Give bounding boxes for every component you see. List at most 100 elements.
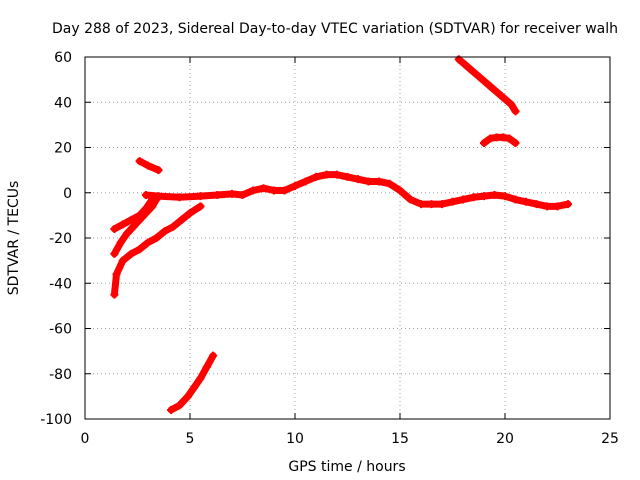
series-arc-main: [141, 170, 572, 211]
y-tick-label: -80: [49, 367, 72, 383]
data-point: [112, 270, 121, 279]
y-ticks: -100 -80 -60 -40 -20 0 20 40 60: [40, 50, 610, 428]
data-point: [511, 195, 520, 204]
data-point: [553, 202, 562, 211]
data-point: [160, 227, 169, 236]
data-point: [312, 172, 320, 181]
data-point: [152, 234, 161, 242]
series-arc-g: [480, 133, 520, 147]
x-tick-label: 5: [186, 431, 195, 447]
x-tick-label: 0: [81, 431, 90, 447]
data-point: [135, 157, 144, 166]
data-point: [498, 133, 507, 142]
chart-title: Day 288 of 2023, Sidereal Day-to-day VTE…: [52, 21, 618, 37]
y-tick-label: -20: [49, 231, 72, 247]
data-point: [118, 256, 127, 265]
data-point: [175, 401, 184, 410]
data-point: [511, 107, 520, 116]
data-point: [196, 202, 205, 211]
x-tick-label: 20: [496, 431, 514, 447]
data-point: [127, 249, 136, 258]
data-point: [480, 192, 488, 201]
data-point: [123, 229, 131, 238]
data-point: [144, 161, 152, 170]
data-point: [375, 177, 383, 186]
y-axis-label: SDTVAR / TECUs: [6, 181, 22, 296]
data-point: [354, 175, 362, 184]
data-point: [169, 222, 178, 231]
data-point: [186, 209, 194, 218]
data-point: [417, 200, 425, 209]
data-point: [175, 193, 184, 202]
data-point: [385, 179, 394, 188]
data-point: [270, 186, 278, 195]
series-trace: [110, 196, 160, 258]
y-tick-label: -40: [49, 276, 72, 292]
data-point: [543, 202, 551, 211]
series-trace: [110, 202, 204, 299]
x-tick-label: 15: [391, 431, 409, 447]
plot-frame: [84, 56, 611, 420]
data-point: [238, 191, 247, 200]
x-tick-label: 25: [601, 431, 619, 447]
data-point: [110, 249, 119, 258]
data-point: [177, 215, 186, 224]
y-tick-label: 40: [54, 95, 72, 111]
y-tick-label: 60: [54, 50, 72, 66]
data-point: [135, 245, 144, 254]
data-point: [490, 191, 499, 200]
y-tick-label: 0: [63, 186, 72, 202]
data-point: [190, 383, 199, 392]
data-point: [148, 202, 157, 211]
x-ticks: 0 5 10 15 20 25: [81, 57, 619, 447]
data-point: [110, 290, 119, 299]
data-point: [196, 374, 205, 383]
data-point: [259, 184, 268, 193]
data-point: [486, 134, 495, 143]
series-arc-b: [110, 195, 161, 258]
data-point: [322, 170, 331, 179]
data-point: [118, 220, 127, 229]
data-point: [183, 392, 192, 401]
x-tick-label: 10: [286, 431, 304, 447]
data-point: [141, 209, 150, 218]
y-tick-label: 20: [54, 141, 72, 157]
data-point: [291, 181, 299, 190]
series-arc-d: [135, 157, 163, 175]
data-point: [116, 238, 125, 247]
data-point: [475, 73, 484, 82]
data-point: [127, 215, 136, 224]
data-point: [144, 238, 152, 247]
data-point: [505, 134, 514, 143]
data-point: [110, 224, 119, 233]
data-point: [465, 64, 474, 73]
data-point: [480, 138, 488, 147]
data-point: [141, 191, 150, 200]
data-point: [364, 177, 373, 186]
data-point: [301, 177, 310, 186]
data-point: [511, 138, 520, 147]
data-point: [496, 91, 505, 100]
y-tick-label: -60: [49, 322, 72, 338]
data-point: [522, 197, 530, 206]
data-point: [507, 100, 516, 109]
data-point: [469, 193, 478, 202]
data-point: [406, 195, 415, 204]
data-point: [448, 197, 457, 206]
data-point: [427, 200, 436, 209]
series-arc-f: [454, 55, 520, 116]
data-point: [129, 222, 138, 231]
data-point: [167, 405, 176, 414]
data-point: [196, 192, 205, 201]
series-arc-c: [110, 202, 205, 299]
x-axis-label: GPS time / hours: [288, 459, 405, 475]
data-point: [202, 362, 211, 371]
y-tick-label: -100: [40, 412, 72, 428]
data-point: [343, 172, 352, 181]
data-point: [135, 215, 144, 224]
data-point: [532, 200, 541, 209]
data-point: [228, 189, 236, 198]
series-arc-e: [167, 351, 218, 414]
data-point: [280, 186, 289, 195]
